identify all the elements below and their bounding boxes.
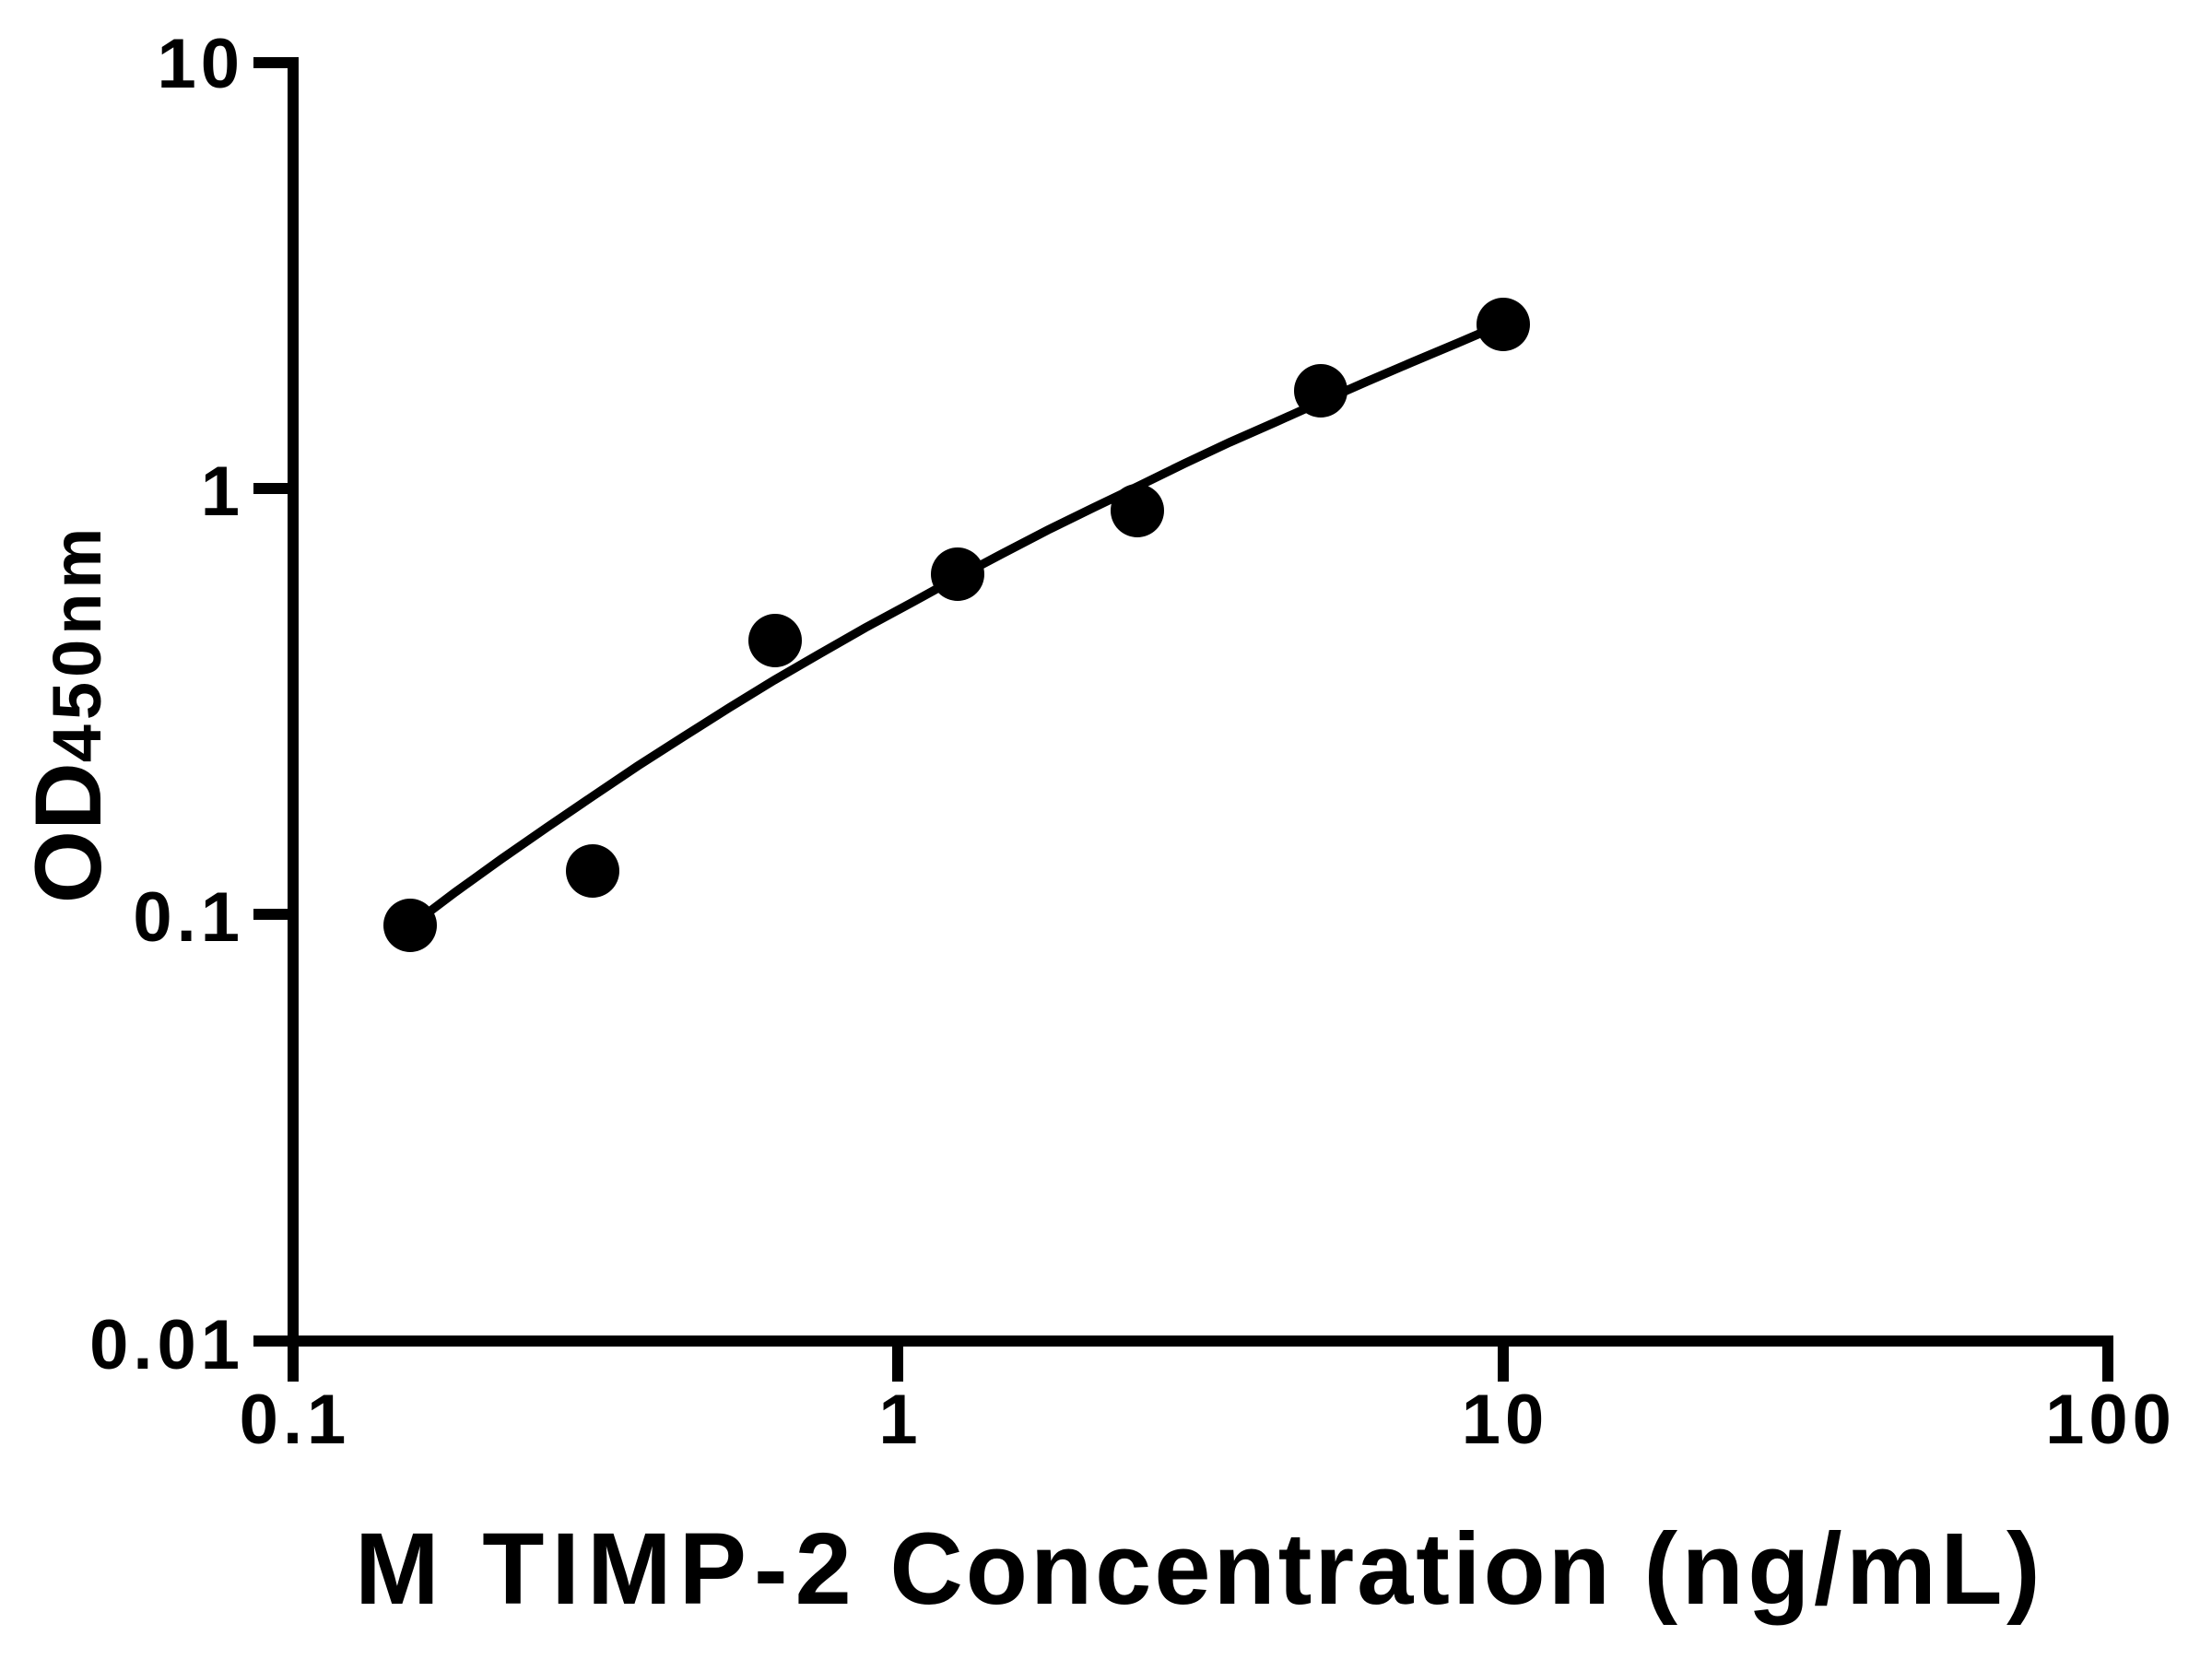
svg-text:1: 1 [878, 1381, 922, 1459]
svg-text:0.1: 0.1 [133, 878, 244, 957]
svg-text:M TIMP-2 Concentration (ng/mL): M TIMP-2 Concentration (ng/mL) [355, 1512, 2044, 1626]
svg-text:OD450nm: OD450nm [16, 524, 121, 903]
svg-text:100: 100 [2045, 1381, 2176, 1459]
svg-text:0.1: 0.1 [240, 1381, 351, 1459]
svg-text:0.01: 0.01 [89, 1306, 244, 1384]
svg-text:10: 10 [1462, 1381, 1549, 1459]
svg-text:1: 1 [201, 453, 244, 531]
svg-text:10: 10 [157, 25, 244, 103]
